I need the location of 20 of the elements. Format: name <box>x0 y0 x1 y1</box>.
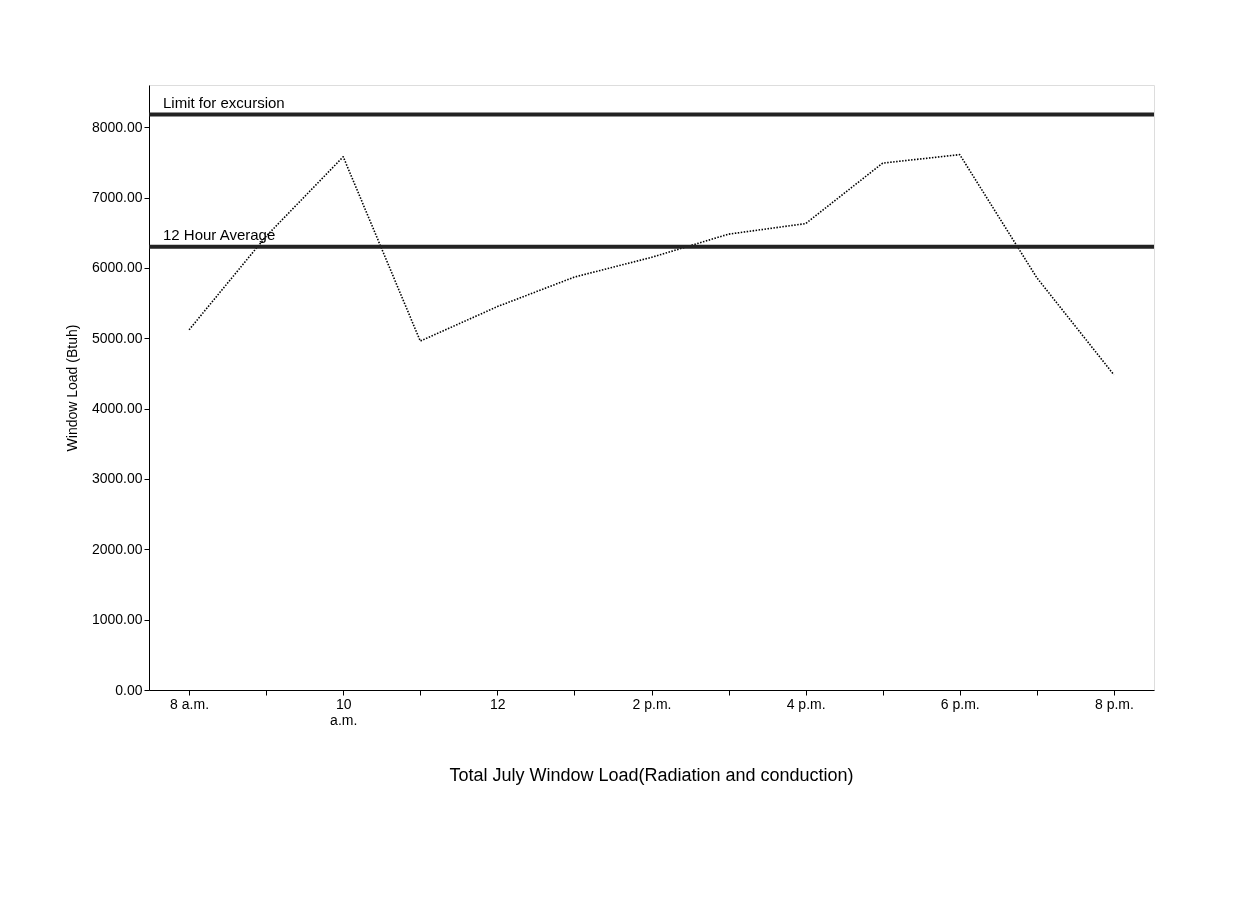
y-tick-label: 3000.00 <box>91 470 143 487</box>
ref-line-label: 12 Hour Average <box>163 225 276 243</box>
ref-line-label: Limit for excursion <box>163 93 285 111</box>
x-tick-label: 12 <box>490 695 506 712</box>
y-tick-label: 1000.00 <box>91 611 143 628</box>
y-tick-label: 2000.00 <box>91 540 143 557</box>
x-tick-label: 8 p.m. <box>1094 695 1134 712</box>
y-tick-label: 7000.00 <box>91 189 143 206</box>
text: Total July Window Load(Radiation and conduction) <box>449 765 854 785</box>
x-tick-label: 6 p.m. <box>940 695 980 712</box>
y-tick-label: 4000.00 <box>91 400 143 417</box>
y-tick-label: 8000.00 <box>91 118 143 135</box>
y-axis-title: Window Load (Btuh) <box>63 324 80 452</box>
y-tick-label: 0.00 <box>115 681 143 698</box>
x-tick-label: 4 p.m. <box>786 695 826 712</box>
x-tick-label: 8 a.m. <box>170 695 210 712</box>
y-tick-label: 6000.00 <box>91 259 143 276</box>
y-tick-label: 5000.00 <box>91 329 143 346</box>
x-tick-label: 2 p.m. <box>632 695 672 712</box>
x-tick-label: 10 a.m. <box>330 695 358 728</box>
